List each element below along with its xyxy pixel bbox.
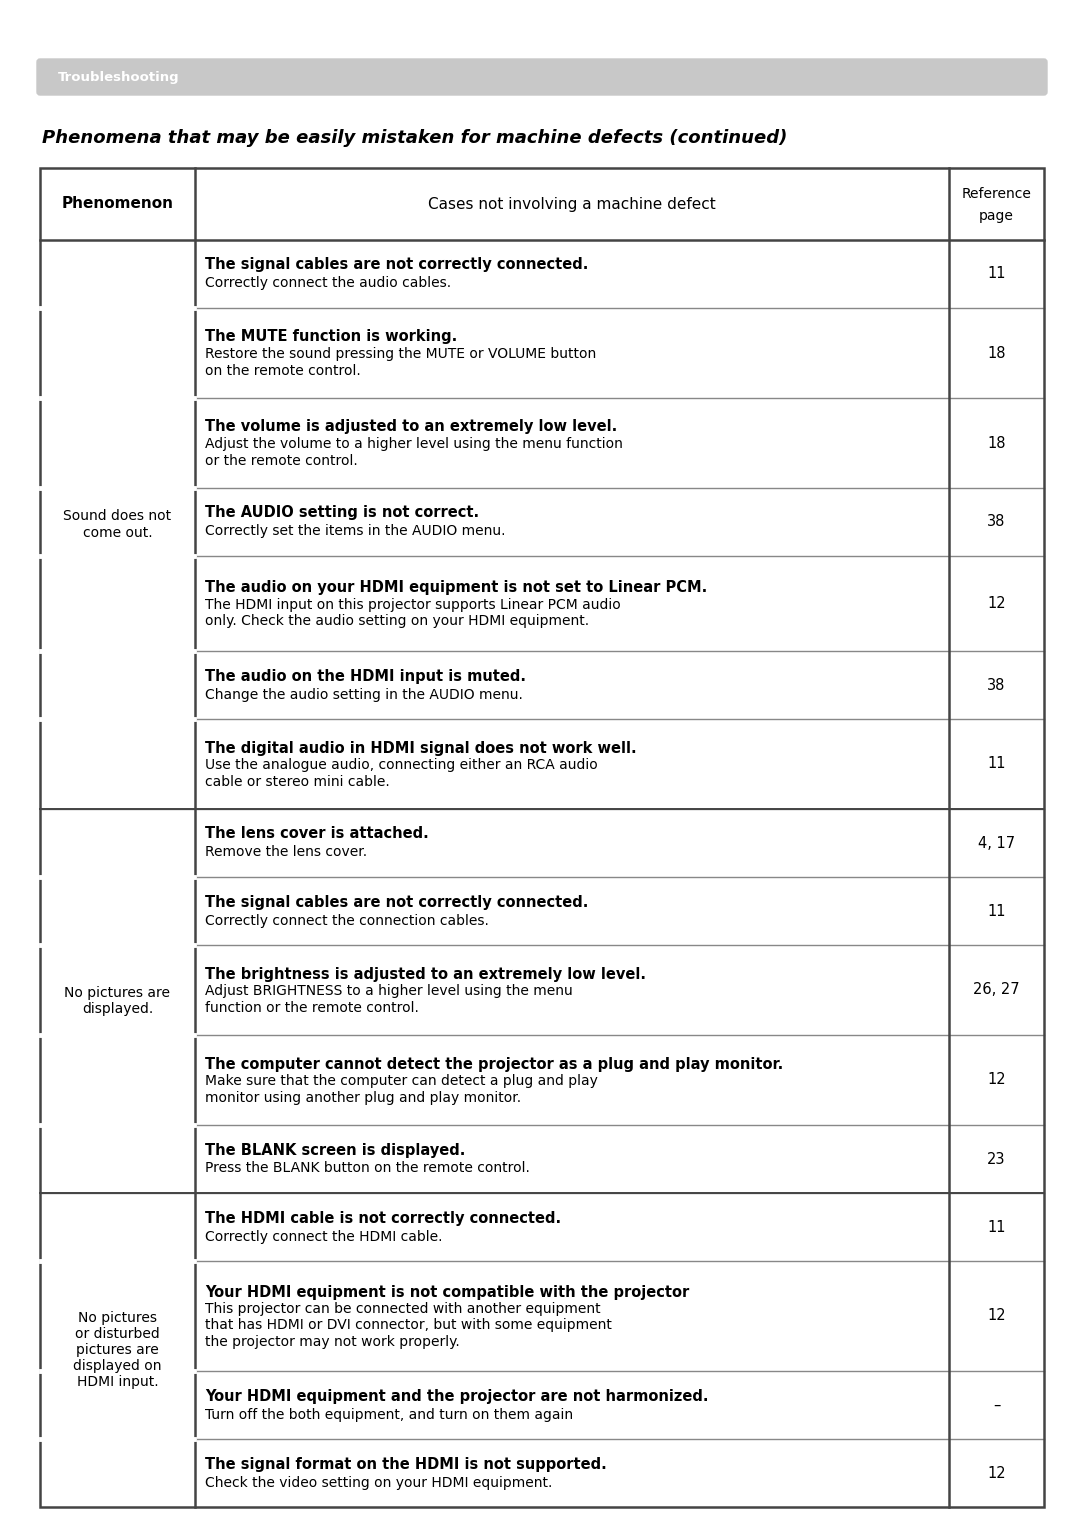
Text: 26, 27: 26, 27 xyxy=(973,982,1020,997)
Text: Adjust the volume to a higher level using the menu function
or the remote contro: Adjust the volume to a higher level usin… xyxy=(205,438,623,467)
Text: 38: 38 xyxy=(987,677,1005,692)
Text: –: – xyxy=(993,1397,1000,1413)
Text: Correctly connect the connection cables.: Correctly connect the connection cables. xyxy=(205,913,489,927)
Text: Sound does not
come out.: Sound does not come out. xyxy=(64,510,172,539)
Text: Your HDMI equipment and the projector are not harmonized.: Your HDMI equipment and the projector ar… xyxy=(205,1388,708,1403)
Text: Troubleshooting: Troubleshooting xyxy=(58,70,179,84)
Text: The lens cover is attached.: The lens cover is attached. xyxy=(205,826,429,841)
Text: 18: 18 xyxy=(987,346,1005,360)
Text: 18: 18 xyxy=(987,435,1005,450)
Text: 12: 12 xyxy=(987,1466,1005,1480)
Text: Cases not involving a machine defect: Cases not involving a machine defect xyxy=(428,196,716,211)
Text: Phenomenon: Phenomenon xyxy=(62,196,174,211)
Text: page: page xyxy=(980,208,1014,224)
Text: The signal cables are not correctly connected.: The signal cables are not correctly conn… xyxy=(205,895,589,910)
Text: The digital audio in HDMI signal does not work well.: The digital audio in HDMI signal does no… xyxy=(205,740,636,755)
Text: 4, 17: 4, 17 xyxy=(977,835,1015,850)
Text: Adjust BRIGHTNESS to a higher level using the menu
function or the remote contro: Adjust BRIGHTNESS to a higher level usin… xyxy=(205,985,572,1014)
Text: Remove the lens cover.: Remove the lens cover. xyxy=(205,846,367,859)
Text: The volume is adjusted to an extremely low level.: The volume is adjusted to an extremely l… xyxy=(205,420,618,435)
Text: Use the analogue audio, connecting either an RCA audio
cable or stereo mini cabl: Use the analogue audio, connecting eithe… xyxy=(205,758,597,789)
Text: The audio on the HDMI input is muted.: The audio on the HDMI input is muted. xyxy=(205,668,526,683)
Text: 11: 11 xyxy=(987,267,1005,282)
Text: 38: 38 xyxy=(987,515,1005,530)
Text: 12: 12 xyxy=(987,596,1005,611)
Bar xyxy=(40,169,1044,1507)
Text: Change the audio setting in the AUDIO menu.: Change the audio setting in the AUDIO me… xyxy=(205,688,523,702)
Text: No pictures
or disturbed
pictures are
displayed on
HDMI input.: No pictures or disturbed pictures are di… xyxy=(73,1310,162,1390)
Text: The signal cables are not correctly connected.: The signal cables are not correctly conn… xyxy=(205,257,589,273)
Text: Turn off the both equipment, and turn on them again: Turn off the both equipment, and turn on… xyxy=(205,1408,573,1422)
Text: This projector can be connected with another equipment
that has HDMI or DVI conn: This projector can be connected with ano… xyxy=(205,1302,612,1348)
Text: The HDMI cable is not correctly connected.: The HDMI cable is not correctly connecte… xyxy=(205,1210,562,1226)
Text: The audio on your HDMI equipment is not set to Linear PCM.: The audio on your HDMI equipment is not … xyxy=(205,581,707,594)
Text: Press the BLANK button on the remote control.: Press the BLANK button on the remote con… xyxy=(205,1161,530,1175)
Text: Correctly connect the audio cables.: Correctly connect the audio cables. xyxy=(205,276,451,291)
Text: Correctly connect the HDMI cable.: Correctly connect the HDMI cable. xyxy=(205,1230,443,1244)
Text: Reference: Reference xyxy=(961,187,1031,201)
Text: 23: 23 xyxy=(987,1152,1005,1166)
Text: 11: 11 xyxy=(987,904,1005,919)
Text: 12: 12 xyxy=(987,1308,1005,1324)
Text: Check the video setting on your HDMI equipment.: Check the video setting on your HDMI equ… xyxy=(205,1475,552,1489)
Text: 11: 11 xyxy=(987,757,1005,772)
Text: The signal format on the HDMI is not supported.: The signal format on the HDMI is not sup… xyxy=(205,1457,607,1472)
Text: Phenomena that may be easily mistaken for machine defects (continued): Phenomena that may be easily mistaken fo… xyxy=(42,129,787,147)
Text: Restore the sound pressing the MUTE or VOLUME button
on the remote control.: Restore the sound pressing the MUTE or V… xyxy=(205,348,596,377)
FancyBboxPatch shape xyxy=(37,60,1047,95)
Text: The AUDIO setting is not correct.: The AUDIO setting is not correct. xyxy=(205,506,480,521)
Text: The brightness is adjusted to an extremely low level.: The brightness is adjusted to an extreme… xyxy=(205,967,646,982)
Text: The BLANK screen is displayed.: The BLANK screen is displayed. xyxy=(205,1143,465,1158)
Text: The MUTE function is working.: The MUTE function is working. xyxy=(205,329,457,345)
Text: Your HDMI equipment is not compatible with the projector: Your HDMI equipment is not compatible wi… xyxy=(205,1285,689,1301)
Text: The HDMI input on this projector supports Linear PCM audio
only. Check the audio: The HDMI input on this projector support… xyxy=(205,597,621,628)
Text: No pictures are
displayed.: No pictures are displayed. xyxy=(65,987,171,1016)
Text: Correctly set the items in the AUDIO menu.: Correctly set the items in the AUDIO men… xyxy=(205,524,505,539)
Text: 12: 12 xyxy=(987,1072,1005,1088)
Text: Make sure that the computer can detect a plug and play
monitor using another plu: Make sure that the computer can detect a… xyxy=(205,1074,598,1105)
Text: 11: 11 xyxy=(987,1219,1005,1235)
Text: The computer cannot detect the projector as a plug and play monitor.: The computer cannot detect the projector… xyxy=(205,1057,783,1071)
